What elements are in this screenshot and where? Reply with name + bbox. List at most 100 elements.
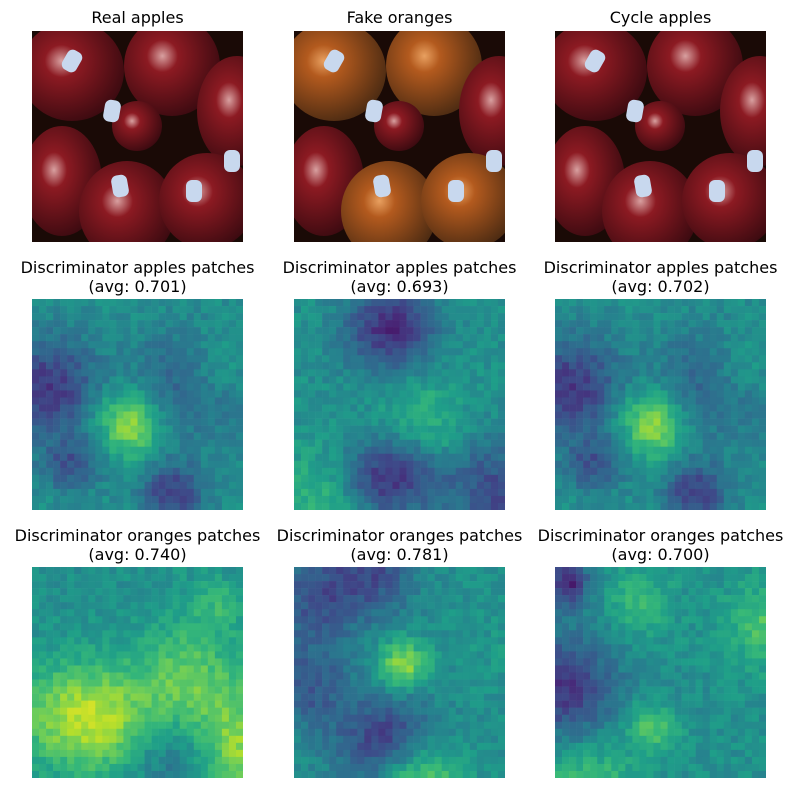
heatmap-cell — [179, 334, 188, 342]
heatmap-cell — [695, 425, 703, 433]
heatmap-cell — [46, 446, 54, 455]
heatmap-cell — [413, 425, 421, 433]
heatmap-cell — [590, 411, 598, 419]
heatmap-cell — [322, 432, 330, 440]
heatmap-cell — [123, 574, 131, 582]
heatmap-cell — [123, 665, 131, 673]
heatmap-cell — [109, 686, 117, 694]
heatmap-cell — [406, 686, 414, 694]
heatmap-cell — [555, 348, 563, 356]
heatmap-cell — [604, 348, 612, 356]
heatmap-cell — [39, 299, 47, 307]
heatmap-cell — [378, 581, 386, 589]
heatmap-cell — [618, 502, 626, 510]
heatmap-cell — [462, 390, 471, 398]
heatmap-cell — [95, 651, 103, 659]
heatmap-cell — [329, 376, 337, 384]
heatmap-cell — [427, 376, 435, 384]
heatmap-cell — [179, 651, 188, 659]
heatmap-cell — [709, 467, 718, 476]
heatmap-cell — [329, 595, 337, 603]
heatmap-cell — [81, 679, 89, 687]
heatmap-cell — [322, 742, 330, 751]
heatmap-cell — [434, 488, 442, 497]
heatmap-cell — [123, 714, 131, 723]
heatmap-cell — [39, 581, 47, 589]
heatmap-cell — [95, 341, 103, 349]
heatmap-cell — [144, 588, 152, 596]
heatmap-cell — [39, 602, 47, 610]
heatmap-cell — [716, 460, 725, 469]
heatmap-cell — [179, 481, 188, 490]
heatmap-cell — [653, 313, 661, 321]
heatmap-cell — [102, 770, 110, 778]
heatmap-cell — [301, 595, 309, 603]
heatmap-cell — [569, 609, 577, 617]
heatmap-cell — [336, 742, 344, 751]
heatmap-cell — [116, 306, 124, 314]
heatmap-cell — [81, 581, 89, 589]
heatmap-cell — [308, 651, 316, 659]
heatmap-cell — [364, 630, 372, 638]
heatmap-cell — [32, 376, 40, 384]
heatmap-cell — [343, 397, 351, 405]
heatmap-cell — [462, 362, 471, 370]
heatmap-cell — [744, 502, 753, 510]
heatmap-cell — [221, 707, 230, 715]
heatmap-cell — [406, 313, 414, 321]
heatmap-cell — [301, 313, 309, 321]
heatmap-cell — [235, 369, 243, 377]
heatmap-cell — [137, 411, 145, 419]
heatmap-cell — [102, 362, 110, 370]
heatmap-cell — [497, 742, 505, 751]
heatmap-cell — [95, 383, 103, 391]
heatmap-cell — [81, 404, 89, 412]
heatmap-cell — [476, 474, 485, 483]
heatmap-cell — [583, 581, 591, 589]
heatmap-cell — [74, 609, 82, 617]
heatmap-cell — [308, 609, 316, 617]
heatmap-cell — [364, 588, 372, 596]
heatmap-cell — [583, 404, 591, 412]
heatmap-cell — [674, 313, 682, 321]
heatmap-cell — [723, 474, 732, 483]
heatmap-cell — [357, 770, 365, 778]
heatmap-cell — [53, 637, 61, 645]
heatmap-cell — [490, 404, 499, 412]
heatmap-cell — [385, 644, 393, 652]
heatmap-cell — [294, 432, 302, 440]
heatmap-cell — [469, 495, 478, 504]
heatmap-cell — [46, 369, 54, 377]
heatmap-cell — [758, 602, 766, 610]
heatmap-cell — [32, 686, 40, 694]
heatmap-cell — [165, 574, 173, 582]
heatmap-cell — [730, 313, 739, 321]
heatmap-cell — [179, 728, 188, 737]
heatmap-cell — [604, 623, 612, 631]
heatmap-cell — [130, 651, 138, 659]
heatmap-cell — [751, 348, 760, 356]
heatmap-cell — [46, 313, 54, 321]
heatmap-cell — [322, 334, 330, 342]
heatmap-cell — [441, 574, 450, 582]
heatmap-cell — [371, 495, 379, 504]
heatmap-cell — [322, 390, 330, 398]
heatmap-cell — [221, 488, 230, 497]
heatmap-cell — [172, 467, 180, 476]
heatmap-cell — [32, 481, 40, 490]
heatmap-cell — [576, 630, 584, 638]
heatmap-cell — [490, 369, 499, 377]
heatmap-cell — [455, 488, 464, 497]
heatmap-cell — [308, 397, 316, 405]
heatmap-cell — [116, 644, 124, 652]
heatmap-cell — [193, 334, 202, 342]
heatmap-cell — [88, 341, 96, 349]
heatmap-cell — [81, 313, 89, 321]
heatmap-cell — [350, 742, 358, 751]
heatmap-cell — [357, 488, 365, 497]
heatmap-cell — [490, 700, 499, 708]
heatmap-cell — [434, 327, 442, 335]
heatmap-cell — [32, 355, 40, 363]
heatmap-cell — [730, 355, 739, 363]
heatmap-cell — [737, 341, 746, 349]
